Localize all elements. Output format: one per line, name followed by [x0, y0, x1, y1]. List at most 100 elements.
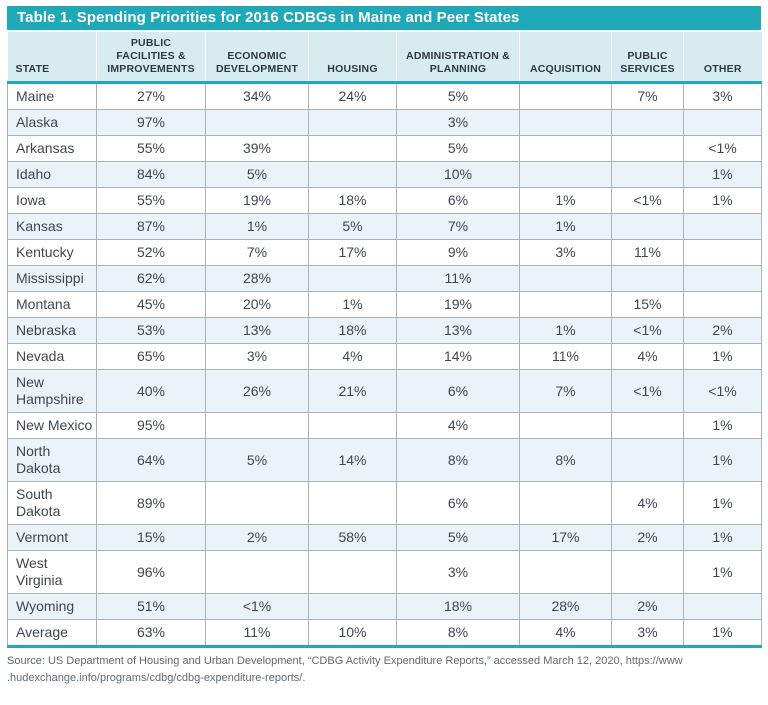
value-cell: 3%: [611, 619, 684, 649]
value-cell: <1%: [611, 187, 684, 215]
value-cell: 5%: [205, 438, 309, 483]
value-cell: 10%: [308, 619, 397, 649]
value-cell: [683, 265, 762, 293]
value-cell: 1%: [683, 187, 762, 215]
value-cell: 1%: [683, 524, 762, 552]
value-cell: [308, 135, 397, 163]
value-cell: [308, 265, 397, 293]
value-cell: 97%: [96, 109, 206, 137]
table-row: Wyoming 51% <1% 18% 28% 2%: [7, 593, 762, 621]
value-cell: [611, 135, 684, 163]
state-cell: Arkansas: [7, 135, 97, 163]
value-cell: 63%: [96, 619, 206, 649]
value-cell: [611, 213, 684, 241]
state-cell: Wyoming: [7, 593, 97, 621]
value-cell: 4%: [519, 619, 612, 649]
value-cell: 5%: [308, 213, 397, 241]
value-cell: 28%: [519, 593, 612, 621]
table-header: STATE PUBLIC FACILITIES & IMPROVEMENTS ECO…: [7, 32, 762, 85]
value-cell: 15%: [611, 291, 684, 319]
value-cell: 1%: [308, 291, 397, 319]
value-cell: 53%: [96, 317, 206, 345]
state-cell: Maine: [7, 82, 97, 111]
value-cell: 13%: [205, 317, 309, 345]
table-row: Nevada 65% 3% 4% 14% 11% 4% 1%: [7, 343, 762, 371]
value-cell: 5%: [396, 524, 520, 552]
value-cell: [519, 550, 612, 595]
value-cell: 15%: [96, 524, 206, 552]
value-cell: 4%: [396, 412, 520, 440]
value-cell: [308, 161, 397, 189]
table-row: Montana 45% 20% 1% 19% 15%: [7, 291, 762, 319]
value-cell: 1%: [683, 550, 762, 595]
state-cell: North Dakota: [7, 438, 97, 483]
value-cell: [519, 161, 612, 189]
value-cell: [611, 161, 684, 189]
value-cell: 5%: [396, 82, 520, 111]
value-cell: 51%: [96, 593, 206, 621]
value-cell: [519, 82, 612, 111]
value-cell: 1%: [519, 187, 612, 215]
value-cell: [205, 109, 309, 137]
value-cell: <1%: [205, 593, 309, 621]
value-cell: 3%: [396, 550, 520, 595]
table-row: New Mexico 95% 4% 1%: [7, 412, 762, 440]
column-header-4: ADMINISTRATION & PLANNING: [396, 32, 520, 85]
state-cell: Kansas: [7, 213, 97, 241]
value-cell: 19%: [396, 291, 520, 319]
value-cell: 2%: [611, 593, 684, 621]
value-cell: 62%: [96, 265, 206, 293]
spending-table: STATE PUBLIC FACILITIES & IMPROVEMENTS ECO…: [7, 32, 762, 649]
state-cell: New Hampshire: [7, 369, 97, 414]
value-cell: [683, 213, 762, 241]
value-cell: 87%: [96, 213, 206, 241]
value-cell: 14%: [308, 438, 397, 483]
table-figure: Table 1. Spending Priorities for 2016 CD…: [7, 6, 762, 684]
value-cell: 17%: [308, 239, 397, 267]
value-cell: [519, 291, 612, 319]
value-cell: [308, 593, 397, 621]
value-cell: 1%: [683, 481, 762, 526]
value-cell: 45%: [96, 291, 206, 319]
column-header-7: OTHER: [683, 32, 762, 85]
value-cell: 7%: [396, 213, 520, 241]
source-line-1: Source: US Department of Housing and Urb…: [7, 655, 683, 668]
table-row: Average 63% 11% 10% 8% 4% 3% 1%: [7, 619, 762, 649]
value-cell: [519, 109, 612, 137]
column-header-1: PUBLIC FACILITIES & IMPROVEMENTS: [96, 32, 206, 85]
value-cell: 11%: [396, 265, 520, 293]
value-cell: 1%: [683, 412, 762, 440]
value-cell: 2%: [205, 524, 309, 552]
header-row: STATE PUBLIC FACILITIES & IMPROVEMENTS ECO…: [7, 32, 762, 85]
value-cell: 7%: [519, 369, 612, 414]
value-cell: 1%: [683, 619, 762, 649]
value-cell: 64%: [96, 438, 206, 483]
value-cell: [519, 135, 612, 163]
value-cell: [519, 481, 612, 526]
value-cell: [205, 550, 309, 595]
value-cell: 1%: [205, 213, 309, 241]
state-cell: Iowa: [7, 187, 97, 215]
state-cell: Montana: [7, 291, 97, 319]
value-cell: 55%: [96, 135, 206, 163]
table-row: Iowa 55% 19% 18% 6% 1% <1% 1%: [7, 187, 762, 215]
state-cell: New Mexico: [7, 412, 97, 440]
value-cell: 13%: [396, 317, 520, 345]
value-cell: 8%: [396, 438, 520, 483]
value-cell: [205, 481, 309, 526]
value-cell: 95%: [96, 412, 206, 440]
value-cell: 28%: [205, 265, 309, 293]
table-body: Maine 27% 34% 24% 5% 7% 3% Alaska 97% 3% Arkansas 5…: [7, 82, 762, 649]
table-row: Nebraska 53% 13% 18% 13% 1% <1% 2%: [7, 317, 762, 345]
value-cell: 55%: [96, 187, 206, 215]
value-cell: 3%: [396, 109, 520, 137]
value-cell: 8%: [396, 619, 520, 649]
value-cell: 11%: [205, 619, 309, 649]
value-cell: 6%: [396, 369, 520, 414]
value-cell: 18%: [396, 593, 520, 621]
value-cell: 20%: [205, 291, 309, 319]
value-cell: 4%: [611, 343, 684, 371]
value-cell: [611, 412, 684, 440]
value-cell: 24%: [308, 82, 397, 111]
value-cell: 6%: [396, 187, 520, 215]
